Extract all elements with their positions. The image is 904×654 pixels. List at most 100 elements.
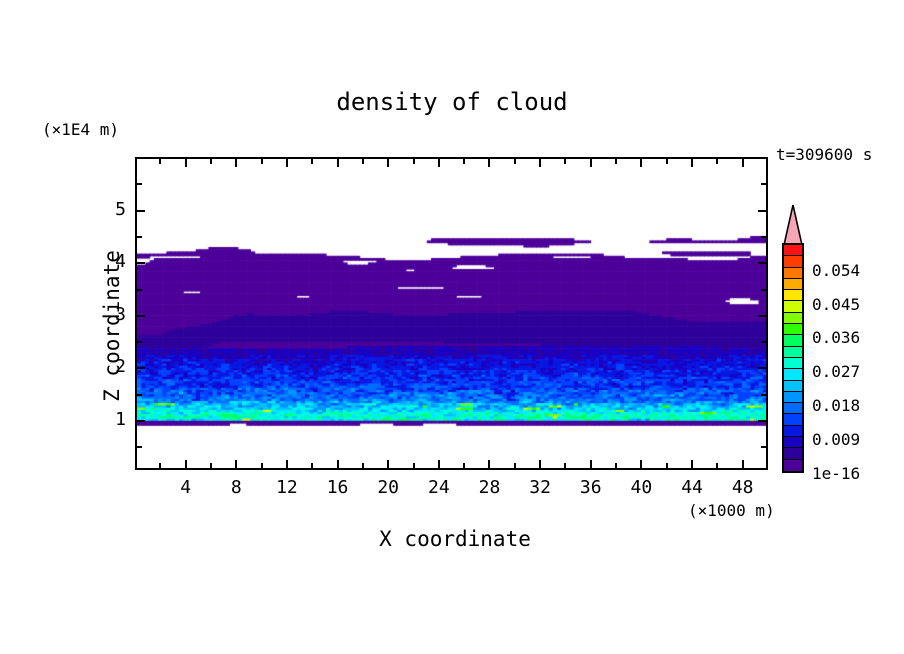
y-major-tick — [758, 420, 766, 422]
x-major-tick — [640, 159, 643, 167]
y-major-tick — [758, 209, 766, 212]
x-axis-tick-label: 44 — [681, 477, 703, 498]
colorbar-segment — [784, 346, 802, 358]
x-minor-tick — [615, 159, 618, 164]
y-minor-tick — [761, 288, 766, 291]
x-major-tick — [741, 159, 744, 167]
colorbar-segment — [784, 357, 802, 370]
y-major-tick — [137, 209, 145, 212]
y-minor-tick — [761, 341, 766, 344]
x-axis-tick-label: 4 — [180, 477, 192, 498]
colorbar-segment — [784, 369, 802, 381]
x-axis-tick-label: 32 — [529, 477, 551, 498]
colorbar-segment — [784, 278, 802, 291]
x-major-tick — [235, 159, 238, 167]
x-major-tick — [437, 460, 440, 468]
x-major-tick — [539, 159, 542, 167]
x-axis-tick-label: 8 — [230, 477, 242, 498]
colorbar-segment — [784, 414, 802, 426]
x-minor-tick — [260, 463, 263, 468]
x-major-tick — [691, 159, 694, 167]
x-minor-tick — [463, 159, 466, 164]
x-minor-tick — [564, 159, 567, 164]
x-major-tick — [640, 460, 643, 468]
colorbar-segment — [784, 312, 802, 325]
colorbar-tick-label: 0.018 — [812, 396, 861, 416]
y-minor-tick — [137, 288, 142, 291]
x-minor-tick — [412, 463, 415, 468]
x-minor-tick — [260, 159, 263, 164]
x-minor-tick — [615, 463, 618, 468]
x-axis-tick-label: 40 — [630, 477, 653, 498]
y-major-tick — [137, 367, 145, 370]
y-major-tick — [758, 367, 766, 370]
colorbar-segment — [784, 245, 802, 257]
x-minor-tick — [159, 463, 162, 468]
x-minor-tick — [463, 463, 466, 468]
y-axis-tick-label: 4 — [115, 251, 126, 273]
colorbar-segment — [784, 290, 802, 302]
x-major-tick — [589, 159, 592, 167]
y-minor-tick — [761, 446, 766, 449]
y-minor-tick — [761, 235, 766, 238]
x-minor-tick — [311, 463, 314, 468]
x-minor-tick — [311, 159, 314, 164]
x-major-tick — [488, 159, 491, 167]
x-minor-tick — [716, 159, 719, 164]
x-major-tick — [184, 159, 187, 167]
plot-frame — [135, 157, 768, 470]
colorbar-segment — [784, 324, 802, 336]
y-axis-tick-label: 1 — [115, 409, 126, 430]
cloud-density-field-canvas — [137, 159, 766, 468]
x-major-tick — [285, 159, 288, 167]
colorbar-segment — [784, 403, 802, 415]
colorbar-segment — [784, 380, 802, 392]
x-minor-tick — [716, 463, 719, 468]
colorbar-tick-label: 0.009 — [812, 430, 861, 450]
colorbar-segment — [784, 425, 802, 438]
x-major-tick — [336, 460, 339, 468]
x-major-tick — [488, 460, 491, 468]
x-axis-tick-label: 16 — [326, 477, 349, 498]
colorbar-segment — [784, 448, 802, 460]
colorbar-segment — [784, 335, 802, 347]
x-minor-tick — [361, 463, 364, 468]
y-axis-tick-label: 2 — [115, 356, 126, 378]
x-minor-tick — [665, 159, 668, 164]
y-minor-tick — [761, 393, 766, 396]
x-major-tick — [336, 159, 339, 167]
colorbar-tick-label: 0.054 — [812, 260, 861, 280]
y-major-tick — [758, 314, 766, 317]
y-minor-tick — [137, 341, 142, 344]
x-minor-tick — [412, 159, 415, 164]
y-minor-tick — [761, 183, 766, 186]
x-major-tick — [387, 460, 390, 468]
x-minor-tick — [564, 463, 567, 468]
x-minor-tick — [513, 159, 516, 164]
plot-title: density of cloud — [336, 88, 568, 116]
x-major-tick — [539, 460, 542, 468]
y-axis-tick-label: 5 — [115, 198, 126, 220]
colorbar-tick-label: 0.045 — [812, 294, 861, 314]
x-axis-tick-label: 20 — [377, 477, 400, 498]
x-minor-tick — [209, 463, 212, 468]
x-axis-tick-label: 24 — [427, 477, 450, 498]
x-minor-tick — [513, 463, 516, 468]
x-major-tick — [387, 159, 390, 167]
colorbar-tick-label: 0.027 — [812, 362, 861, 382]
x-axis-tick-label: 28 — [478, 477, 501, 498]
x-axis-title: X coordinate — [379, 527, 531, 551]
x-minor-tick — [361, 159, 364, 164]
colorbar-segment — [784, 437, 802, 449]
y-minor-tick — [137, 235, 142, 238]
x-axis-tick-label: 36 — [579, 477, 602, 498]
x-major-tick — [285, 460, 288, 468]
time-label: t=309600 s — [776, 145, 873, 164]
x-axis-tick-label: 12 — [276, 477, 298, 498]
y-major-tick — [137, 420, 145, 422]
y-axis-tick-label: 3 — [115, 303, 126, 325]
colorbar-tick-label: 1e-16 — [812, 464, 861, 483]
colorbar-segment — [784, 301, 802, 313]
x-axis-unit-label: (×1000 m) — [688, 501, 775, 520]
